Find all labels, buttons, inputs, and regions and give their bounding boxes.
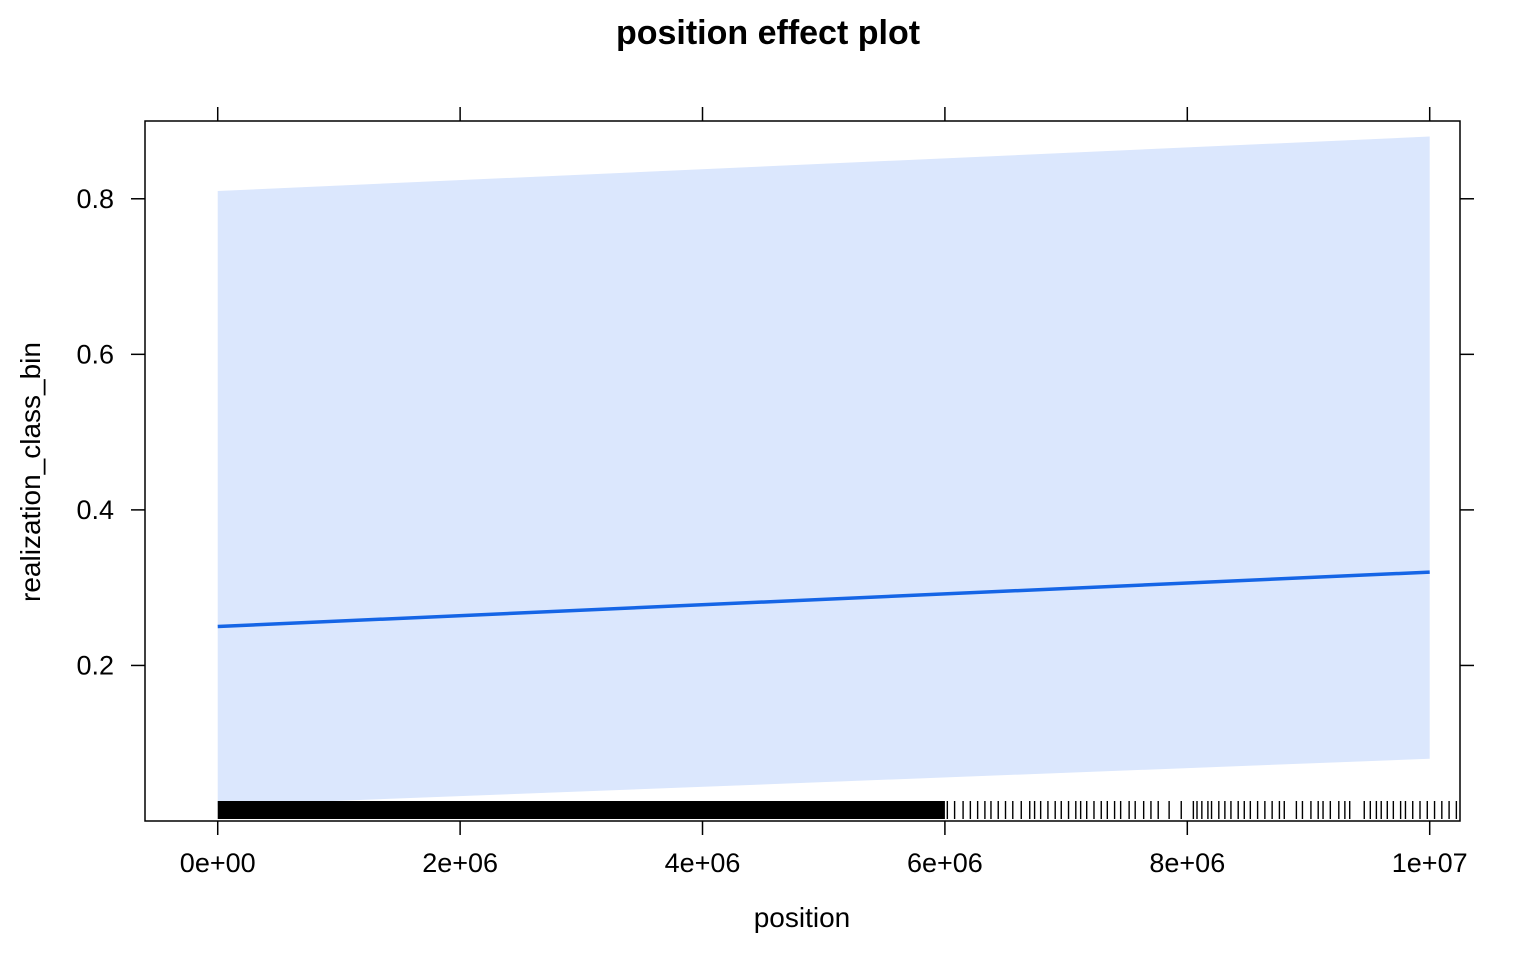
rug-dense-region <box>217 801 945 819</box>
x-tick-label: 0e+00 <box>180 848 256 878</box>
plot-layer: 0e+00 2e+06 4e+06 6e+06 8e+06 1e+07 0.2 0.4 0.6 0… <box>76 107 1474 878</box>
fit-line <box>217 570 1430 629</box>
chart-title: position effect plot <box>616 14 920 52</box>
x-tick-label: 6e+06 <box>907 848 983 878</box>
y-axis-label: realization_class_bin <box>15 342 46 602</box>
x-tick-label: 1e+07 <box>1392 848 1468 878</box>
confidence-band <box>217 136 1430 806</box>
x-tick-label: 2e+06 <box>422 848 498 878</box>
x-tick-label: 4e+06 <box>665 848 741 878</box>
y-tick-label: 0.2 <box>76 650 114 680</box>
x-tick-label: 8e+06 <box>1149 848 1225 878</box>
x-axis-label: position <box>754 902 851 933</box>
y-tick-label: 0.8 <box>76 184 114 214</box>
y-tick-label: 0.4 <box>76 495 114 525</box>
plot-frame <box>144 120 1461 822</box>
y-tick-label: 0.6 <box>76 339 114 369</box>
